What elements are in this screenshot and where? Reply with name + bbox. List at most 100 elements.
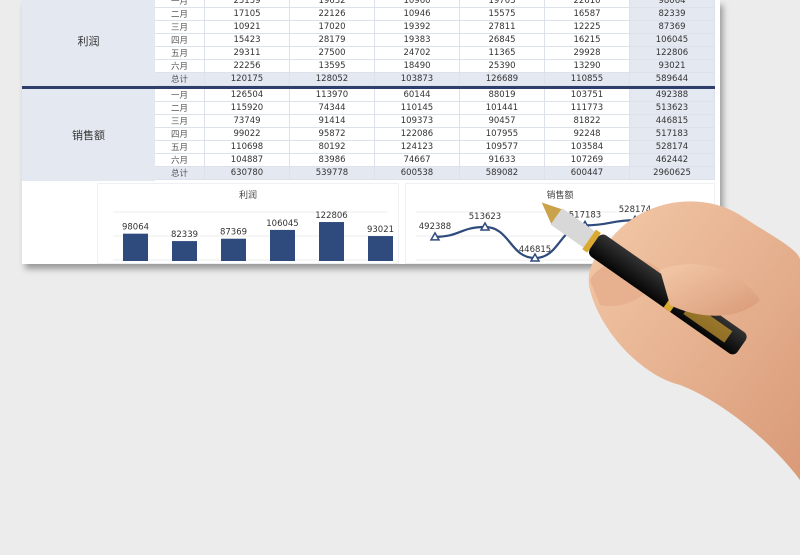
month-cell: 二月 [155, 8, 205, 20]
row-total-cell[interactable]: 2960625 [630, 167, 715, 179]
value-cell[interactable]: 16587 [545, 8, 630, 20]
value-cell[interactable]: 120175 [205, 73, 290, 85]
table-row: 一月 126504 113970 60144 88019 103751 492388 [155, 89, 715, 102]
value-cell[interactable]: 126689 [460, 73, 545, 85]
row-total-cell[interactable]: 98064 [630, 0, 715, 7]
value-cell[interactable]: 111773 [545, 102, 630, 114]
value-cell[interactable]: 115920 [205, 102, 290, 114]
value-cell[interactable]: 15575 [460, 8, 545, 20]
value-cell[interactable]: 80192 [290, 141, 375, 153]
value-cell[interactable]: 28179 [290, 34, 375, 46]
value-cell[interactable]: 60144 [375, 89, 460, 101]
value-cell[interactable]: 13290 [545, 60, 630, 72]
value-cell[interactable]: 90457 [460, 115, 545, 127]
value-cell[interactable]: 600538 [375, 167, 460, 179]
value-cell[interactable]: 12225 [545, 21, 630, 33]
row-total-cell[interactable]: 106045 [630, 34, 715, 46]
value-cell[interactable]: 103584 [545, 141, 630, 153]
value-cell[interactable]: 109373 [375, 115, 460, 127]
value-cell[interactable]: 124123 [375, 141, 460, 153]
row-total-cell[interactable]: 513623 [630, 102, 715, 114]
value-cell[interactable]: 18490 [375, 60, 460, 72]
value-cell[interactable]: 11365 [460, 47, 545, 59]
month-cell: 五月 [155, 47, 205, 59]
value-cell[interactable]: 107269 [545, 154, 630, 166]
value-cell[interactable]: 29311 [205, 47, 290, 59]
value-cell[interactable]: 122086 [375, 128, 460, 140]
table-row: 二月 115920 74344 110145 101441 111773 513623 [155, 102, 715, 115]
row-total-cell[interactable]: 492388 [630, 89, 715, 101]
value-cell[interactable]: 126504 [205, 89, 290, 101]
chart-title: 利润 [238, 191, 257, 201]
value-cell[interactable]: 103873 [375, 73, 460, 85]
row-total-cell[interactable]: 122806 [630, 47, 715, 59]
value-cell[interactable]: 74344 [290, 102, 375, 114]
value-cell[interactable]: 101441 [460, 102, 545, 114]
value-cell[interactable]: 83986 [290, 154, 375, 166]
value-cell[interactable]: 26845 [460, 34, 545, 46]
value-cell[interactable]: 17020 [290, 21, 375, 33]
value-cell[interactable]: 22610 [545, 0, 630, 7]
profit-category-label: 利润 [22, 0, 155, 86]
value-cell[interactable]: 25159 [205, 0, 290, 7]
chart-title: 销售额 [546, 191, 574, 201]
row-total-cell[interactable]: 462442 [630, 154, 715, 166]
value-cell[interactable]: 22256 [205, 60, 290, 72]
value-cell[interactable]: 19383 [375, 34, 460, 46]
value-cell[interactable]: 25390 [460, 60, 545, 72]
value-cell[interactable]: 16215 [545, 34, 630, 46]
value-cell[interactable]: 74667 [375, 154, 460, 166]
value-cell[interactable]: 109577 [460, 141, 545, 153]
bar [172, 241, 197, 261]
row-total-cell[interactable]: 87369 [630, 21, 715, 33]
month-cell: 一月 [155, 89, 205, 101]
row-total-cell[interactable]: 589644 [630, 73, 715, 85]
value-cell[interactable]: 600447 [545, 167, 630, 179]
value-cell[interactable]: 24702 [375, 47, 460, 59]
value-cell[interactable]: 15423 [205, 34, 290, 46]
value-cell[interactable]: 103751 [545, 89, 630, 101]
value-cell[interactable]: 19703 [460, 0, 545, 7]
row-total-cell[interactable]: 517183 [630, 128, 715, 140]
row-total-cell[interactable]: 82339 [630, 8, 715, 20]
value-cell[interactable]: 27811 [460, 21, 545, 33]
value-cell[interactable]: 73749 [205, 115, 290, 127]
value-cell[interactable]: 95872 [290, 128, 375, 140]
row-total-cell[interactable]: 93021 [630, 60, 715, 72]
value-cell[interactable]: 113970 [290, 89, 375, 101]
value-cell[interactable]: 19392 [375, 21, 460, 33]
sales-category-label: 销售额 [22, 89, 155, 181]
month-cell: 三月 [155, 21, 205, 33]
value-cell[interactable]: 10946 [375, 8, 460, 20]
value-cell[interactable]: 22126 [290, 8, 375, 20]
value-cell[interactable]: 110145 [375, 102, 460, 114]
row-total-cell[interactable]: 446815 [630, 115, 715, 127]
value-cell[interactable]: 104887 [205, 154, 290, 166]
value-cell[interactable]: 110855 [545, 73, 630, 85]
value-cell[interactable]: 92248 [545, 128, 630, 140]
value-cell[interactable]: 19632 [290, 0, 375, 7]
value-cell[interactable]: 17105 [205, 8, 290, 20]
value-cell[interactable]: 99022 [205, 128, 290, 140]
value-cell[interactable]: 539778 [290, 167, 375, 179]
value-cell[interactable]: 10921 [205, 21, 290, 33]
value-cell[interactable]: 13595 [290, 60, 375, 72]
month-cell: 一月 [155, 0, 205, 7]
value-cell[interactable]: 91414 [290, 115, 375, 127]
month-cell: 六月 [155, 60, 205, 72]
value-cell[interactable]: 128052 [290, 73, 375, 85]
value-cell[interactable]: 88019 [460, 89, 545, 101]
profit-block: 利润 一月 25159 19632 10960 19703 22610 98064 二月 171… [22, 0, 715, 86]
data-label: 87369 [220, 228, 247, 238]
value-cell[interactable]: 10960 [375, 0, 460, 7]
value-cell[interactable]: 29928 [545, 47, 630, 59]
row-total-cell[interactable]: 528174 [630, 141, 715, 153]
value-cell[interactable]: 81822 [545, 115, 630, 127]
value-cell[interactable]: 91633 [460, 154, 545, 166]
value-cell[interactable]: 630780 [205, 167, 290, 179]
value-cell[interactable]: 27500 [290, 47, 375, 59]
value-cell[interactable]: 110698 [205, 141, 290, 153]
value-cell[interactable]: 107955 [460, 128, 545, 140]
value-cell[interactable]: 589082 [460, 167, 545, 179]
data-point [529, 252, 541, 262]
